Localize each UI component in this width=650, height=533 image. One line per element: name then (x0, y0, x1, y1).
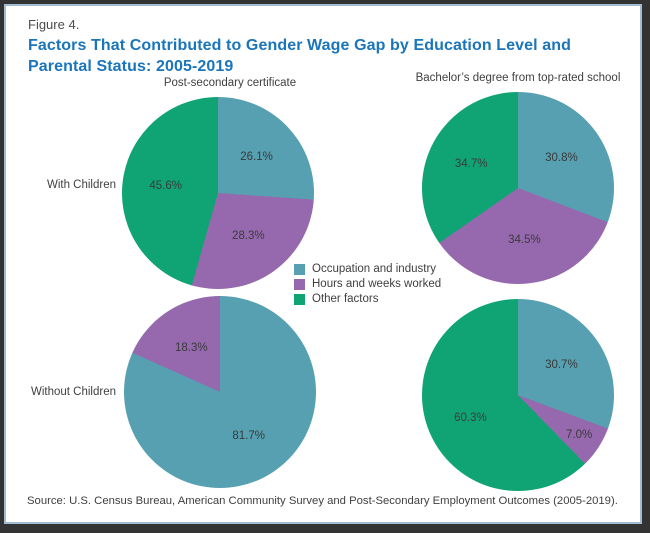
pie-slice-label: 30.8% (545, 152, 578, 165)
pie-slice-label: 34.7% (454, 157, 488, 170)
pie-with-children-post-secondary: 26.1% 28.3% 45.6% (122, 97, 314, 289)
pie-slice-label: 30.7% (545, 358, 578, 371)
row-label-without-children: Without Children (30, 386, 116, 398)
figure-title-line2: Parental Status: 2005-2019 (28, 58, 234, 75)
legend-label: Occupation and industry (312, 263, 437, 275)
source-note: Source: U.S. Census Bureau, American Com… (27, 495, 618, 507)
figure-frame: Figure 4. Factors That Contributed to Ge… (4, 4, 642, 524)
pie-slice-label: 18.3% (174, 341, 208, 354)
row-label-with-children: With Children (46, 179, 116, 191)
pie-slice-label: 81.7% (232, 430, 266, 443)
figure-label: Figure 4. (28, 17, 80, 32)
legend-item: Occupation and industry (294, 263, 441, 275)
pie-without-children-bachelors: 30.7% 7.0% 60.3% (422, 299, 614, 491)
pie-without-children-post-secondary: 81.7% 18.3% (124, 296, 316, 488)
pie-slice-label: 28.3% (232, 230, 265, 243)
legend-item: Hours and weeks worked (294, 278, 441, 290)
legend-item: Other factors (294, 293, 441, 305)
pie-with-children-bachelors: 30.8% 34.5% 34.7% (422, 92, 614, 284)
column-header-post-secondary: Post-secondary certificate (163, 77, 297, 89)
legend: Occupation and industry Hours and weeks w… (294, 263, 441, 305)
figure-title: Factors That Contributed to Gender Wage … (28, 35, 571, 77)
pie-slice-label: 26.1% (240, 150, 273, 163)
pie-slice-label: 34.5% (508, 234, 541, 247)
pie-slice-label: 60.3% (454, 411, 487, 424)
legend-label: Other factors (312, 293, 379, 305)
column-header-bachelors: Bachelor’s degree from top-rated school (415, 72, 621, 84)
legend-swatch-icon (294, 293, 305, 305)
pie-slice-label: 45.6% (149, 179, 183, 192)
figure-canvas: Figure 4. Factors That Contributed to Ge… (6, 6, 640, 522)
legend-label: Hours and weeks worked (312, 278, 442, 290)
pie-slice-label: 7.0% (565, 428, 593, 441)
figure-title-line1: Factors That Contributed to Gender Wage … (28, 37, 571, 54)
legend-swatch-icon (294, 263, 305, 275)
legend-swatch-icon (294, 278, 305, 290)
